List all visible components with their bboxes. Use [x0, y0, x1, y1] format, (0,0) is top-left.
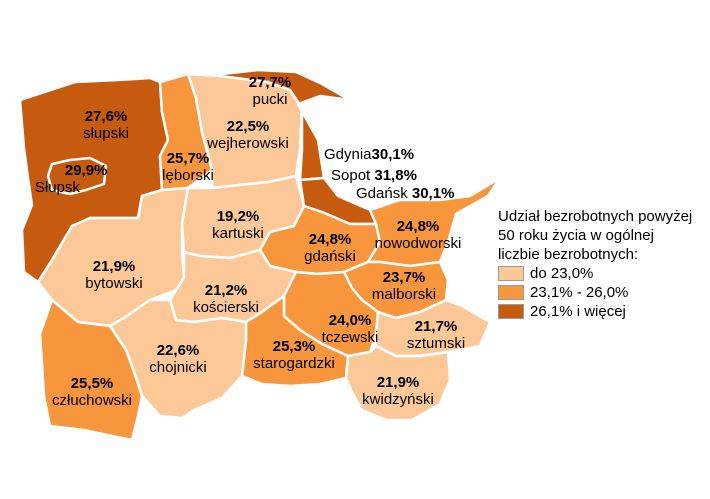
label-koscierski: 21,2% kościerski — [193, 282, 259, 316]
region-slupsk — [46, 156, 108, 196]
legend-swatch-mid — [498, 285, 524, 300]
label-slupski: 27,6% słupski — [83, 108, 129, 142]
legend-swatch-high — [498, 304, 524, 319]
label-wejherowski: 22,5% wejherowski — [207, 118, 289, 152]
legend-label-mid: 23,1% - 26,0% — [530, 284, 629, 301]
label-gdanski: 24,8% gdański — [304, 231, 356, 265]
city-gdansk: Gdańsk 30,1% — [356, 185, 455, 202]
label-starogardzki: 25,3% starogardzki — [253, 338, 335, 372]
region-czluchowski — [38, 298, 144, 442]
label-pucki: 27,7% pucki — [248, 74, 292, 108]
city-sopot: Sopot 31,8% — [331, 167, 417, 184]
legend-item-high: 26,1% i więcej — [498, 302, 698, 321]
label-malborski: 23,7% malborski — [371, 269, 437, 303]
region-kwidzynski — [344, 344, 452, 422]
label-sztumski: 21,7% sztumski — [406, 318, 466, 352]
label-kartuski: 19,2% kartuski — [212, 208, 264, 242]
label-bytowski: 21,9% bytowski — [85, 258, 143, 292]
label-nowodworski: 24,8% nowodworski — [374, 218, 462, 252]
label-kwidzynski: 21,9% kwidzyński — [362, 374, 434, 408]
legend: Udział bezrobotnych powyżej 50 roku życi… — [498, 207, 698, 321]
legend-item-mid: 23,1% - 26,0% — [498, 283, 698, 302]
legend-label-low: do 23,0% — [530, 265, 594, 282]
label-slupsk: 29,9% Słupsk — [34, 162, 108, 196]
label-chojnicki: 22,6% chojnicki — [149, 342, 207, 376]
legend-item-low: do 23,0% — [498, 264, 698, 283]
legend-title: Udział bezrobotnych powyżej 50 roku życi… — [498, 208, 693, 263]
legend-label-high: 26,1% i więcej — [530, 303, 626, 320]
label-czluchowski: 25,5% człuchowski — [51, 375, 133, 409]
label-leborski: 25,7% lęborski — [162, 150, 214, 184]
legend-swatch-low — [498, 266, 524, 281]
city-gdynia: Gdynia30,1% — [324, 146, 415, 163]
label-tczewski: 24,0% tczewski — [321, 312, 379, 346]
region-pucki — [218, 68, 352, 182]
